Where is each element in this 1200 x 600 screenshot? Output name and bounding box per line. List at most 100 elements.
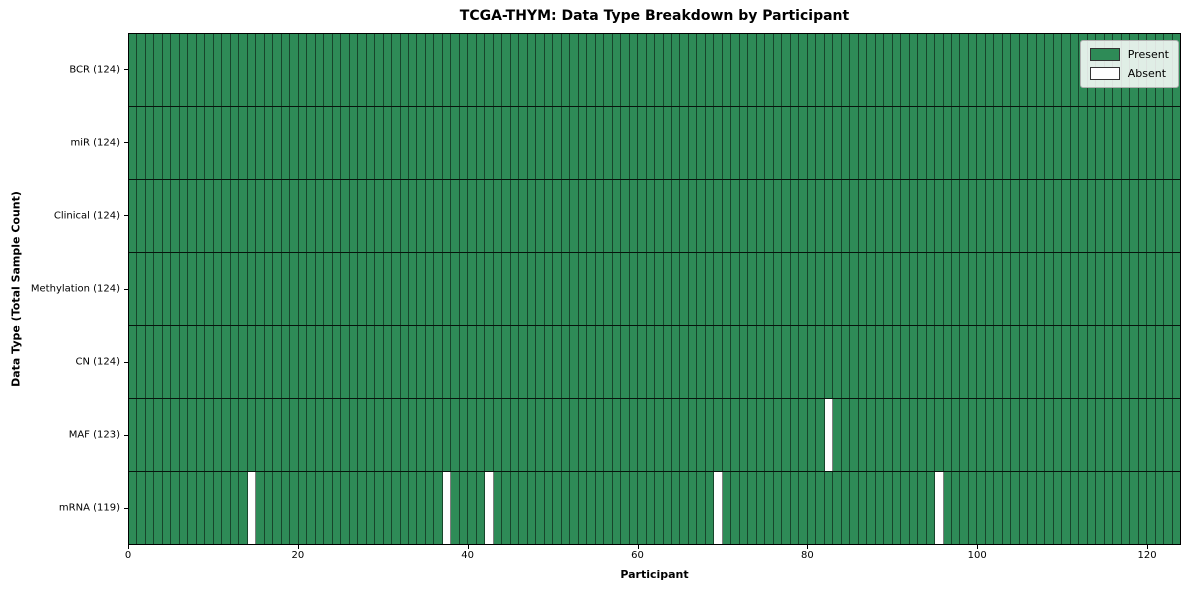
cell-present <box>392 180 401 252</box>
cell-present <box>383 472 393 544</box>
cell-present <box>1053 253 1063 325</box>
legend-entry-absent: Absent <box>1089 67 1169 80</box>
cell-present <box>519 472 528 544</box>
cell-present <box>230 180 240 252</box>
cell-present <box>434 253 443 325</box>
cell-present <box>790 472 800 544</box>
cell-present <box>578 472 588 544</box>
cell-present <box>476 107 486 179</box>
cell-present <box>960 107 969 179</box>
cell-present <box>290 180 299 252</box>
cell-present <box>672 34 681 106</box>
cell-present <box>273 34 282 106</box>
cell-present <box>1002 180 1012 252</box>
cell-present <box>570 34 579 106</box>
cell-present <box>1138 399 1148 471</box>
cell-present <box>162 326 172 398</box>
cell-present <box>375 253 384 325</box>
cell-present <box>196 180 206 252</box>
cell-present <box>273 253 282 325</box>
cell-present <box>731 326 740 398</box>
cell-present <box>358 472 367 544</box>
cell-present <box>324 107 333 179</box>
cell-present <box>951 107 961 179</box>
cell-present <box>298 472 308 544</box>
cell-present <box>595 107 605 179</box>
cell-present <box>1121 107 1131 179</box>
cell-present <box>179 107 189 179</box>
chart-title: TCGA-THYM: Data Type Breakdown by Partic… <box>459 8 850 24</box>
cell-present <box>951 326 961 398</box>
cell-present <box>680 34 689 106</box>
cell-present <box>1087 472 1097 544</box>
cell-present <box>968 253 978 325</box>
cell-present <box>629 34 639 106</box>
cell-present <box>595 399 605 471</box>
cell-present <box>519 34 528 106</box>
cell-present <box>239 34 248 106</box>
cell-present <box>951 399 961 471</box>
cell-present <box>918 399 927 471</box>
cell-present <box>290 253 299 325</box>
cell-present <box>264 253 274 325</box>
cell-present <box>858 472 868 544</box>
cell-present <box>722 472 732 544</box>
cell-present <box>366 472 376 544</box>
cell-present <box>358 107 367 179</box>
cell-present <box>578 107 588 179</box>
cell-present <box>782 326 791 398</box>
cell-present <box>994 253 1003 325</box>
cell-present <box>188 399 197 471</box>
cell-present <box>951 253 961 325</box>
cell-present <box>298 34 308 106</box>
cell-present <box>408 253 418 325</box>
cell-present <box>536 180 545 252</box>
cell-present <box>994 34 1003 106</box>
cell-present <box>273 107 282 179</box>
cell-present <box>188 107 197 179</box>
cell-present <box>476 326 486 398</box>
x-tick-mark <box>637 545 639 549</box>
cell-present <box>722 326 732 398</box>
cell-present <box>162 34 172 106</box>
cell-present <box>638 472 647 544</box>
cell-present <box>807 399 817 471</box>
cell-present <box>714 180 723 252</box>
cell-present <box>561 107 571 179</box>
cell-present <box>1045 399 1054 471</box>
cell-present <box>646 180 656 252</box>
cell-present <box>782 34 791 106</box>
cell-present <box>315 326 325 398</box>
cell-present <box>468 326 477 398</box>
cell-present <box>985 180 995 252</box>
cell-present <box>918 107 927 179</box>
cell-present <box>129 107 138 179</box>
cell-present <box>731 107 740 179</box>
cell-present <box>502 472 511 544</box>
cell-present <box>298 107 308 179</box>
cell-present <box>833 399 842 471</box>
cell-present <box>604 180 613 252</box>
cell-present <box>222 253 231 325</box>
cell-present <box>1036 180 1046 252</box>
cell-present <box>756 180 766 252</box>
cell-present <box>332 34 342 106</box>
cell-present <box>612 180 622 252</box>
cell-present <box>621 472 630 544</box>
cell-present <box>655 34 664 106</box>
cell-present <box>807 34 817 106</box>
cell-present <box>188 326 197 398</box>
cell-present <box>773 472 783 544</box>
cell-present <box>782 180 791 252</box>
cell-present <box>1053 107 1063 179</box>
cell-present <box>943 326 952 398</box>
cell-present <box>994 472 1003 544</box>
cell-present <box>875 253 885 325</box>
cell-present <box>570 180 579 252</box>
cell-present <box>841 107 851 179</box>
cell-present <box>748 326 757 398</box>
cell-present <box>994 107 1003 179</box>
cell-present <box>765 326 774 398</box>
cell-present <box>672 326 681 398</box>
cell-present <box>1028 180 1037 252</box>
